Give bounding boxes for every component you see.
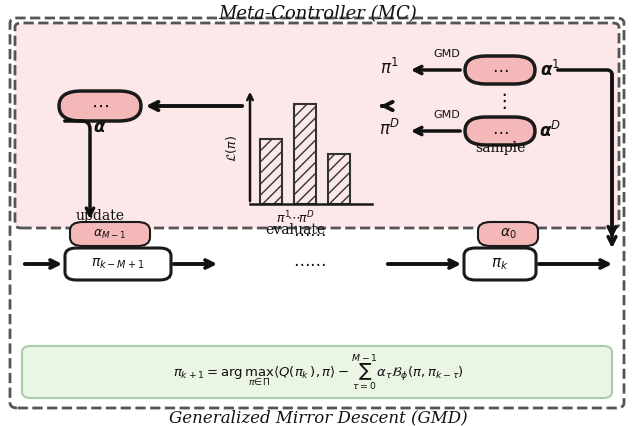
Text: $\alpha_{M-1}$: $\alpha_{M-1}$	[93, 227, 127, 241]
Text: update: update	[76, 209, 125, 223]
Text: $\boldsymbol{\alpha}$: $\boldsymbol{\alpha}$	[93, 120, 107, 136]
Text: sample: sample	[475, 141, 525, 155]
Text: $\pi^D$: $\pi^D$	[380, 119, 401, 139]
FancyBboxPatch shape	[15, 23, 619, 228]
Bar	[294, 104, 316, 204]
Text: $\pi_k$: $\pi_k$	[491, 256, 509, 272]
Text: GMD: GMD	[434, 49, 460, 59]
Text: evaluate: evaluate	[265, 223, 325, 237]
FancyBboxPatch shape	[70, 222, 150, 246]
Text: $\alpha_0$: $\alpha_0$	[500, 227, 516, 241]
Text: $\pi_{k-M+1}$: $\pi_{k-M+1}$	[92, 257, 145, 271]
FancyBboxPatch shape	[59, 91, 141, 121]
Text: $\pi_{k+1} = \arg\max_{\pi\in\Pi}\langle Q(\pi_k), \pi\rangle - \sum_{\tau=0}^{M: $\pi_{k+1} = \arg\max_{\pi\in\Pi}\langle…	[172, 352, 464, 392]
Text: Meta-Controller (MC): Meta-Controller (MC)	[219, 5, 417, 23]
FancyBboxPatch shape	[478, 222, 538, 246]
Text: $\cdots$: $\cdots$	[492, 123, 508, 139]
Bar	[328, 154, 350, 204]
Text: GMD: GMD	[434, 110, 460, 120]
Bar	[260, 139, 282, 204]
Text: $\boldsymbol{\alpha}^D$: $\boldsymbol{\alpha}^D$	[539, 121, 561, 141]
FancyBboxPatch shape	[465, 117, 535, 145]
FancyBboxPatch shape	[65, 248, 171, 280]
FancyBboxPatch shape	[465, 56, 535, 84]
Text: $\vdots$: $\vdots$	[494, 91, 506, 111]
Text: $\pi^1$: $\pi^1$	[380, 58, 399, 78]
Text: $\cdots$: $\cdots$	[91, 97, 109, 115]
Text: $\boldsymbol{\alpha}^1$: $\boldsymbol{\alpha}^1$	[540, 60, 560, 80]
Text: $\cdots\cdots$: $\cdots\cdots$	[293, 256, 327, 273]
Text: $\cdots$: $\cdots$	[492, 61, 508, 78]
FancyBboxPatch shape	[22, 346, 612, 398]
Text: $\cdots\cdots$: $\cdots\cdots$	[293, 225, 327, 242]
Text: $\pi^1\!\cdots\!\pi^D$: $\pi^1\!\cdots\!\pi^D$	[275, 210, 314, 226]
FancyBboxPatch shape	[464, 248, 536, 280]
Text: $\mathcal{L}(\pi)$: $\mathcal{L}(\pi)$	[225, 135, 240, 162]
Text: Generalized Mirror Descent (GMD): Generalized Mirror Descent (GMD)	[169, 409, 467, 426]
FancyBboxPatch shape	[10, 18, 624, 408]
